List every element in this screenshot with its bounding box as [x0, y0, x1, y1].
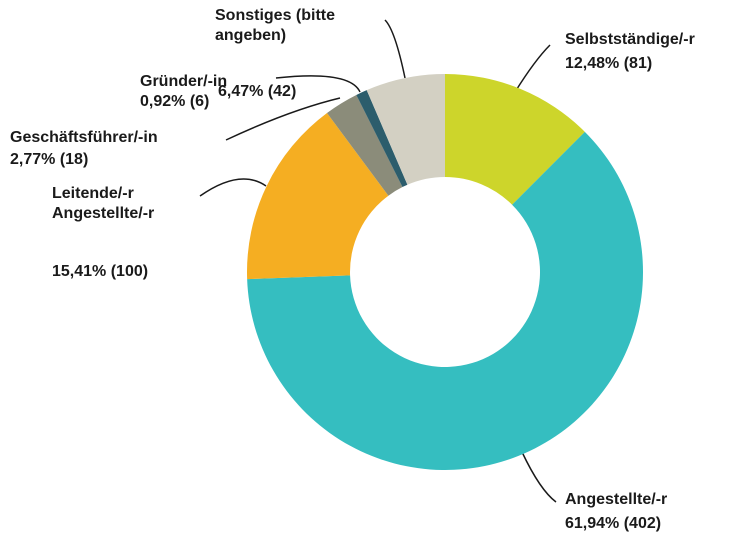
leader-line [225, 97, 341, 141]
data-label: Leitende/-r Angestellte/-r [52, 185, 155, 222]
donut-segment [247, 131, 643, 470]
data-label: 6,47% (42) [218, 83, 297, 100]
leader-line [514, 44, 551, 93]
data-label: 61,94% (402) [565, 515, 662, 532]
data-label: Sonstiges (bitte angeben) [215, 7, 336, 44]
data-label: Geschäftsführer/-in [10, 129, 158, 146]
leader-lines [199, 19, 557, 503]
leader-line [384, 19, 406, 79]
data-label: 15,41% (100) [52, 263, 149, 280]
donut-segment [327, 94, 403, 196]
donut-segment [247, 113, 389, 280]
donut-segment [445, 74, 585, 205]
leader-line [275, 75, 361, 93]
leader-line [199, 178, 267, 197]
donut-segment [356, 90, 408, 188]
data-label: 2,77% (18) [10, 151, 89, 168]
donut-segment [366, 74, 445, 185]
data-label: 0,92% (6) [140, 93, 210, 110]
data-label: Gründer/-in [140, 73, 228, 90]
data-label: Angestellte/-r [565, 491, 668, 508]
leader-line [521, 451, 557, 503]
data-label: 12,48% (81) [565, 55, 653, 72]
data-label: Selbstständige/-r [565, 31, 695, 48]
